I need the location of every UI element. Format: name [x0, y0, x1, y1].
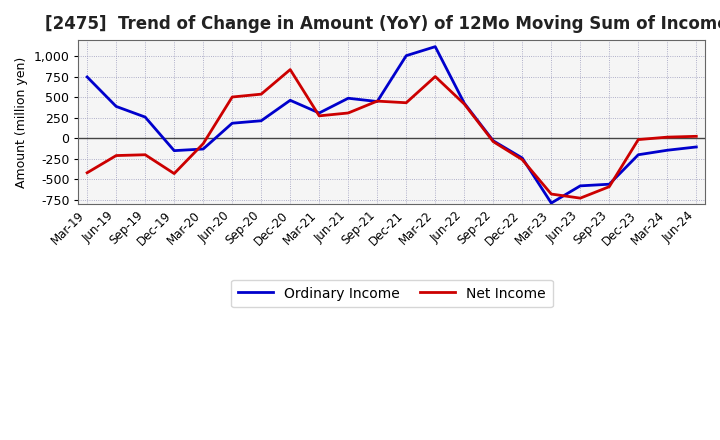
Line: Ordinary Income: Ordinary Income [87, 47, 696, 203]
Ordinary Income [460, 100, 469, 106]
Net Income [170, 171, 179, 176]
Ordinary Income [257, 118, 266, 123]
Line: Net Income: Net Income [87, 70, 696, 198]
Ordinary Income [228, 121, 236, 126]
Ordinary Income [576, 183, 585, 188]
Net Income [141, 152, 150, 158]
Ordinary Income [141, 114, 150, 120]
Ordinary Income [344, 95, 353, 101]
Net Income [112, 153, 120, 158]
Net Income [315, 113, 323, 118]
Net Income [489, 139, 498, 144]
Ordinary Income [402, 53, 410, 59]
Net Income [286, 67, 294, 72]
Net Income [634, 137, 643, 142]
Net Income [344, 110, 353, 116]
Title: [2475]  Trend of Change in Amount (YoY) of 12Mo Moving Sum of Incomes: [2475] Trend of Change in Amount (YoY) o… [45, 15, 720, 33]
Net Income [402, 100, 410, 106]
Legend: Ordinary Income, Net Income: Ordinary Income, Net Income [231, 279, 553, 308]
Ordinary Income [663, 147, 672, 153]
Net Income [518, 157, 526, 162]
Ordinary Income [547, 200, 556, 205]
Net Income [257, 92, 266, 97]
Net Income [431, 74, 439, 79]
Net Income [692, 134, 701, 139]
Net Income [228, 94, 236, 99]
Net Income [199, 141, 207, 147]
Net Income [605, 184, 613, 189]
Net Income [373, 99, 382, 104]
Ordinary Income [315, 110, 323, 116]
Ordinary Income [605, 182, 613, 187]
Ordinary Income [489, 138, 498, 143]
Ordinary Income [373, 99, 382, 104]
Ordinary Income [518, 155, 526, 161]
Net Income [460, 101, 469, 106]
Ordinary Income [83, 74, 91, 80]
Net Income [83, 170, 91, 176]
Net Income [547, 191, 556, 197]
Ordinary Income [199, 147, 207, 152]
Ordinary Income [634, 152, 643, 158]
Net Income [576, 195, 585, 201]
Net Income [663, 135, 672, 140]
Ordinary Income [692, 144, 701, 150]
Ordinary Income [286, 98, 294, 103]
Ordinary Income [170, 148, 179, 153]
Ordinary Income [112, 104, 120, 109]
Y-axis label: Amount (million yen): Amount (million yen) [15, 56, 28, 187]
Ordinary Income [431, 44, 439, 49]
